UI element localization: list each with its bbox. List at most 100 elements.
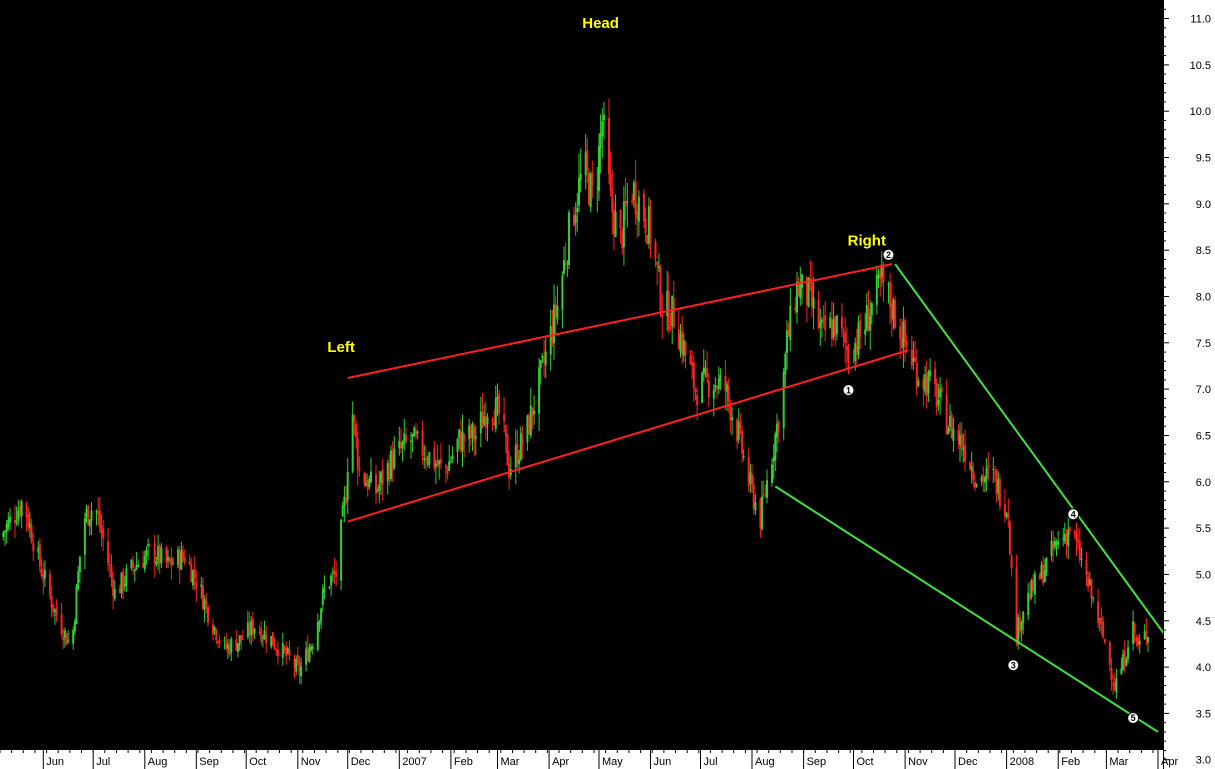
candle bbox=[852, 348, 855, 364]
candle bbox=[533, 395, 536, 425]
candle-body bbox=[751, 474, 753, 485]
candle-body bbox=[584, 152, 587, 176]
candle-body bbox=[316, 622, 319, 650]
candle bbox=[786, 319, 788, 370]
candle bbox=[298, 655, 301, 684]
candle bbox=[621, 227, 624, 255]
candle-body bbox=[424, 457, 427, 461]
y-tick-label: 11.0 bbox=[1190, 14, 1211, 26]
candle bbox=[554, 296, 557, 335]
candle-body bbox=[1097, 601, 1100, 623]
candle bbox=[689, 350, 692, 365]
candle-body bbox=[481, 411, 484, 429]
candle-body bbox=[994, 472, 996, 474]
candle bbox=[52, 604, 55, 617]
candle-body bbox=[1080, 558, 1083, 560]
candle-body bbox=[459, 431, 462, 452]
trendline bbox=[347, 263, 893, 379]
candle-body bbox=[321, 589, 324, 606]
candle-body bbox=[900, 338, 903, 349]
candlestick-series bbox=[2, 98, 1149, 699]
candle-body bbox=[215, 629, 218, 641]
candle-body bbox=[248, 623, 251, 635]
candle bbox=[484, 401, 487, 440]
candle-body bbox=[692, 362, 695, 389]
candle-body bbox=[1138, 641, 1141, 645]
candle bbox=[122, 568, 125, 600]
candle-body bbox=[974, 481, 976, 488]
candle-body bbox=[870, 302, 873, 316]
wave-marker: 3 bbox=[1007, 659, 1020, 672]
annotation-label: Right bbox=[848, 233, 886, 250]
candle-body bbox=[293, 658, 296, 668]
candle-body bbox=[786, 330, 788, 354]
candle bbox=[283, 645, 286, 654]
candle-body bbox=[178, 550, 181, 571]
candle bbox=[1067, 514, 1070, 560]
candle bbox=[541, 353, 544, 364]
candle bbox=[870, 302, 873, 324]
candle bbox=[258, 625, 261, 636]
candle-body bbox=[118, 589, 121, 594]
candle bbox=[749, 464, 752, 493]
candle bbox=[937, 383, 940, 412]
candle bbox=[300, 657, 303, 685]
candle bbox=[125, 563, 128, 592]
candle-body bbox=[180, 549, 183, 570]
candle bbox=[456, 437, 459, 464]
candle bbox=[835, 314, 838, 341]
candle-body bbox=[608, 118, 610, 174]
candle-body bbox=[682, 340, 685, 356]
candle-body bbox=[654, 241, 657, 259]
candle bbox=[772, 443, 775, 479]
candle bbox=[192, 569, 194, 590]
candle bbox=[702, 349, 705, 382]
candle-body bbox=[258, 631, 261, 633]
candle-body bbox=[73, 621, 76, 632]
candle-body bbox=[739, 421, 742, 428]
candle bbox=[574, 202, 577, 236]
candle bbox=[612, 201, 615, 251]
candle-body bbox=[85, 508, 88, 518]
candle bbox=[539, 359, 542, 385]
candle-body bbox=[112, 578, 115, 596]
candle bbox=[346, 457, 349, 515]
candle-body bbox=[939, 388, 942, 398]
candle bbox=[491, 416, 494, 432]
candle-body bbox=[631, 200, 634, 203]
x-tick-label: Jul bbox=[96, 756, 110, 768]
candle-body bbox=[486, 417, 489, 425]
candle-body bbox=[704, 368, 707, 372]
candle bbox=[296, 646, 299, 666]
candle-body bbox=[647, 206, 650, 244]
candle-body bbox=[987, 465, 990, 468]
candle bbox=[498, 389, 501, 425]
candle bbox=[458, 429, 461, 450]
candle-body bbox=[566, 263, 569, 265]
candle bbox=[316, 613, 319, 652]
candle bbox=[1032, 573, 1035, 592]
candle-body bbox=[363, 473, 366, 485]
candle bbox=[762, 480, 765, 500]
candle bbox=[820, 316, 823, 338]
candle bbox=[238, 635, 241, 651]
candle-body bbox=[333, 570, 336, 575]
candle bbox=[378, 471, 381, 504]
candle bbox=[1133, 621, 1136, 644]
candle-body bbox=[120, 572, 123, 594]
candle bbox=[1098, 617, 1101, 632]
candle bbox=[60, 603, 63, 638]
candle bbox=[188, 554, 191, 566]
annotation-label: Head bbox=[582, 15, 619, 32]
candle-body bbox=[296, 655, 299, 664]
candle bbox=[87, 504, 90, 526]
candle-body bbox=[228, 644, 231, 654]
candle-body bbox=[599, 133, 602, 149]
candle bbox=[493, 409, 496, 426]
candle bbox=[1088, 571, 1091, 586]
candle-body bbox=[27, 514, 30, 527]
candle bbox=[842, 327, 845, 348]
candle-body bbox=[1062, 538, 1065, 540]
candle bbox=[446, 466, 449, 480]
candle-body bbox=[285, 648, 288, 656]
